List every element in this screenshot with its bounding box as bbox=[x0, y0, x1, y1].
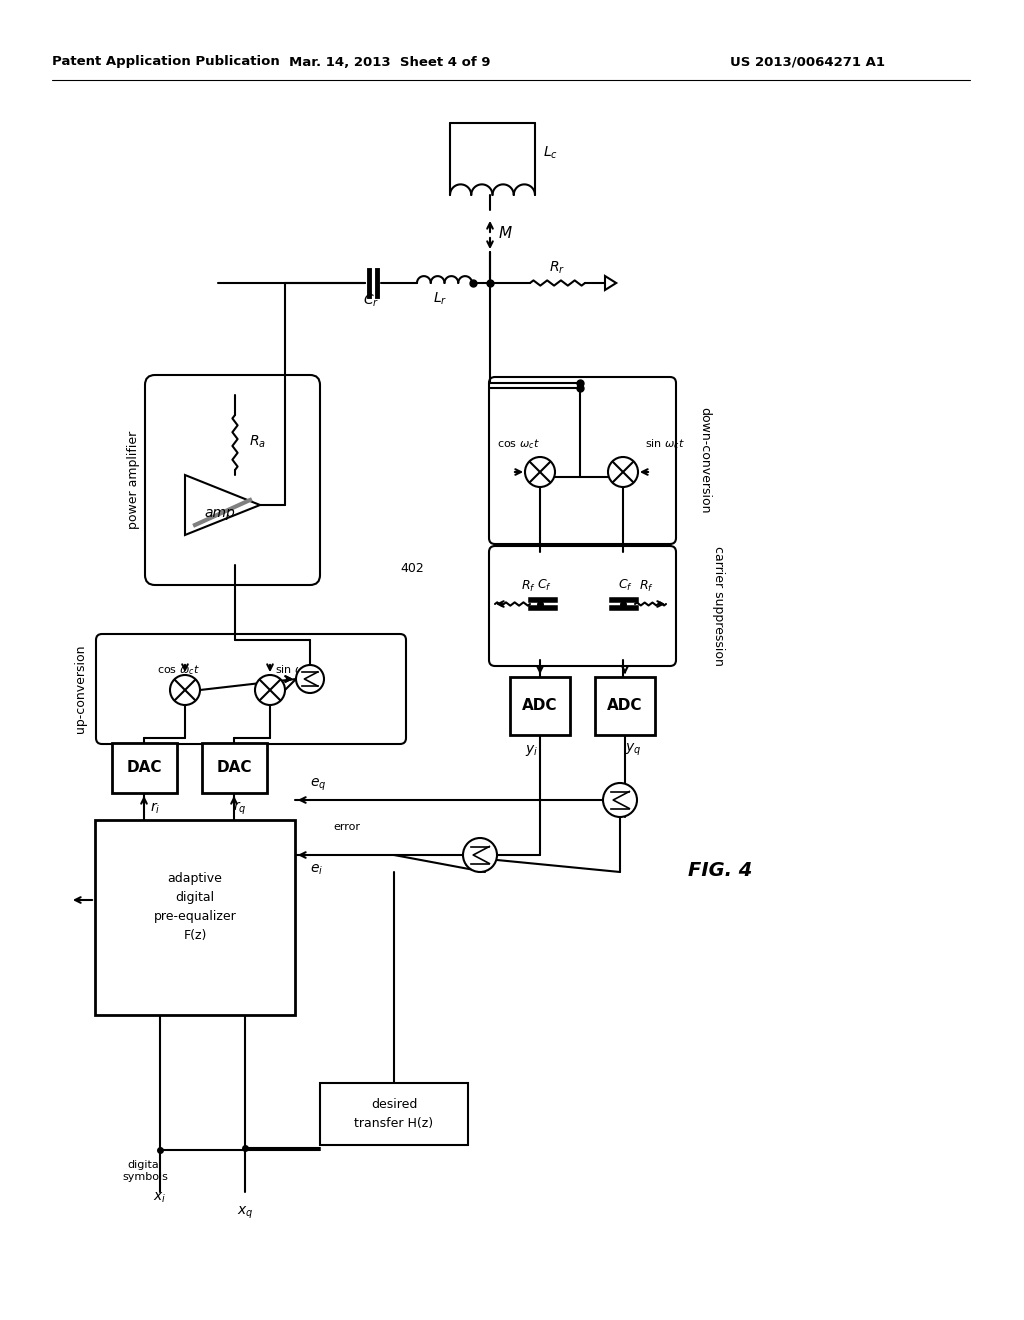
Bar bbox=[95, 820, 295, 1015]
Text: down-conversion: down-conversion bbox=[698, 407, 712, 513]
Text: amp: amp bbox=[205, 506, 236, 520]
Text: FIG. 4: FIG. 4 bbox=[688, 861, 753, 879]
Text: power amplifier: power amplifier bbox=[127, 430, 139, 529]
Circle shape bbox=[296, 665, 324, 693]
Text: $R_f$: $R_f$ bbox=[520, 578, 536, 594]
Text: $R_r$: $R_r$ bbox=[549, 260, 565, 276]
Text: $e_i$: $e_i$ bbox=[310, 863, 324, 878]
Text: ADC: ADC bbox=[607, 698, 643, 714]
Text: ADC: ADC bbox=[522, 698, 558, 714]
Text: DAC: DAC bbox=[127, 760, 162, 776]
Text: error: error bbox=[333, 822, 360, 832]
Text: Patent Application Publication: Patent Application Publication bbox=[52, 55, 280, 69]
Text: $+$: $+$ bbox=[603, 784, 616, 800]
Circle shape bbox=[463, 838, 497, 873]
Circle shape bbox=[608, 457, 638, 487]
Polygon shape bbox=[185, 475, 260, 535]
Text: $\cos\,\omega_c t$: $\cos\,\omega_c t$ bbox=[157, 663, 200, 677]
Bar bbox=[510, 677, 570, 735]
Text: DAC: DAC bbox=[217, 760, 252, 776]
Text: US 2013/0064271 A1: US 2013/0064271 A1 bbox=[730, 55, 885, 69]
Text: $y_q$: $y_q$ bbox=[625, 742, 641, 758]
Text: carrier suppression: carrier suppression bbox=[712, 546, 725, 665]
Text: $r_i$: $r_i$ bbox=[150, 800, 160, 816]
Text: $\sin\,\omega_c t$: $\sin\,\omega_c t$ bbox=[645, 437, 685, 451]
Text: $-$: $-$ bbox=[603, 800, 616, 814]
Bar bbox=[202, 743, 267, 793]
Text: $x_q$: $x_q$ bbox=[237, 1205, 253, 1221]
Text: $\sin\,\omega_c t$: $\sin\,\omega_c t$ bbox=[275, 663, 315, 677]
Text: $M$: $M$ bbox=[498, 224, 513, 242]
Circle shape bbox=[170, 675, 200, 705]
FancyBboxPatch shape bbox=[145, 375, 319, 585]
Text: $C_r$: $C_r$ bbox=[362, 293, 379, 309]
Text: adaptive
digital
pre-equalizer
F(z): adaptive digital pre-equalizer F(z) bbox=[154, 873, 237, 942]
Text: $\cos\,\omega_c t$: $\cos\,\omega_c t$ bbox=[497, 437, 540, 451]
FancyBboxPatch shape bbox=[489, 378, 676, 544]
Text: Mar. 14, 2013  Sheet 4 of 9: Mar. 14, 2013 Sheet 4 of 9 bbox=[289, 55, 490, 69]
FancyBboxPatch shape bbox=[489, 546, 676, 667]
Text: $L_r$: $L_r$ bbox=[433, 290, 447, 308]
Text: $x_i$: $x_i$ bbox=[154, 1191, 167, 1205]
Circle shape bbox=[525, 457, 555, 487]
Text: $C_f$: $C_f$ bbox=[537, 577, 552, 593]
Text: $L_c$: $L_c$ bbox=[543, 145, 558, 161]
Text: $R_f$: $R_f$ bbox=[639, 578, 653, 594]
Bar bbox=[112, 743, 177, 793]
Circle shape bbox=[255, 675, 285, 705]
Text: digital: digital bbox=[128, 1160, 163, 1170]
Bar bbox=[319, 1082, 468, 1144]
Text: $C_f$: $C_f$ bbox=[617, 577, 633, 593]
Bar bbox=[595, 677, 655, 735]
Text: desired
transfer H(z): desired transfer H(z) bbox=[354, 1098, 433, 1130]
Text: $e_q$: $e_q$ bbox=[310, 777, 327, 793]
FancyBboxPatch shape bbox=[96, 634, 406, 744]
Text: 402: 402 bbox=[400, 561, 424, 574]
Polygon shape bbox=[605, 276, 616, 290]
Text: $y_i$: $y_i$ bbox=[525, 742, 539, 758]
Text: $r_q$: $r_q$ bbox=[233, 800, 247, 817]
Text: symbols: symbols bbox=[122, 1172, 168, 1181]
Text: up-conversion: up-conversion bbox=[74, 644, 86, 733]
Circle shape bbox=[603, 783, 637, 817]
Text: $+$: $+$ bbox=[464, 840, 476, 854]
Text: $-$: $-$ bbox=[464, 855, 476, 870]
Text: $R_a$: $R_a$ bbox=[249, 434, 266, 450]
